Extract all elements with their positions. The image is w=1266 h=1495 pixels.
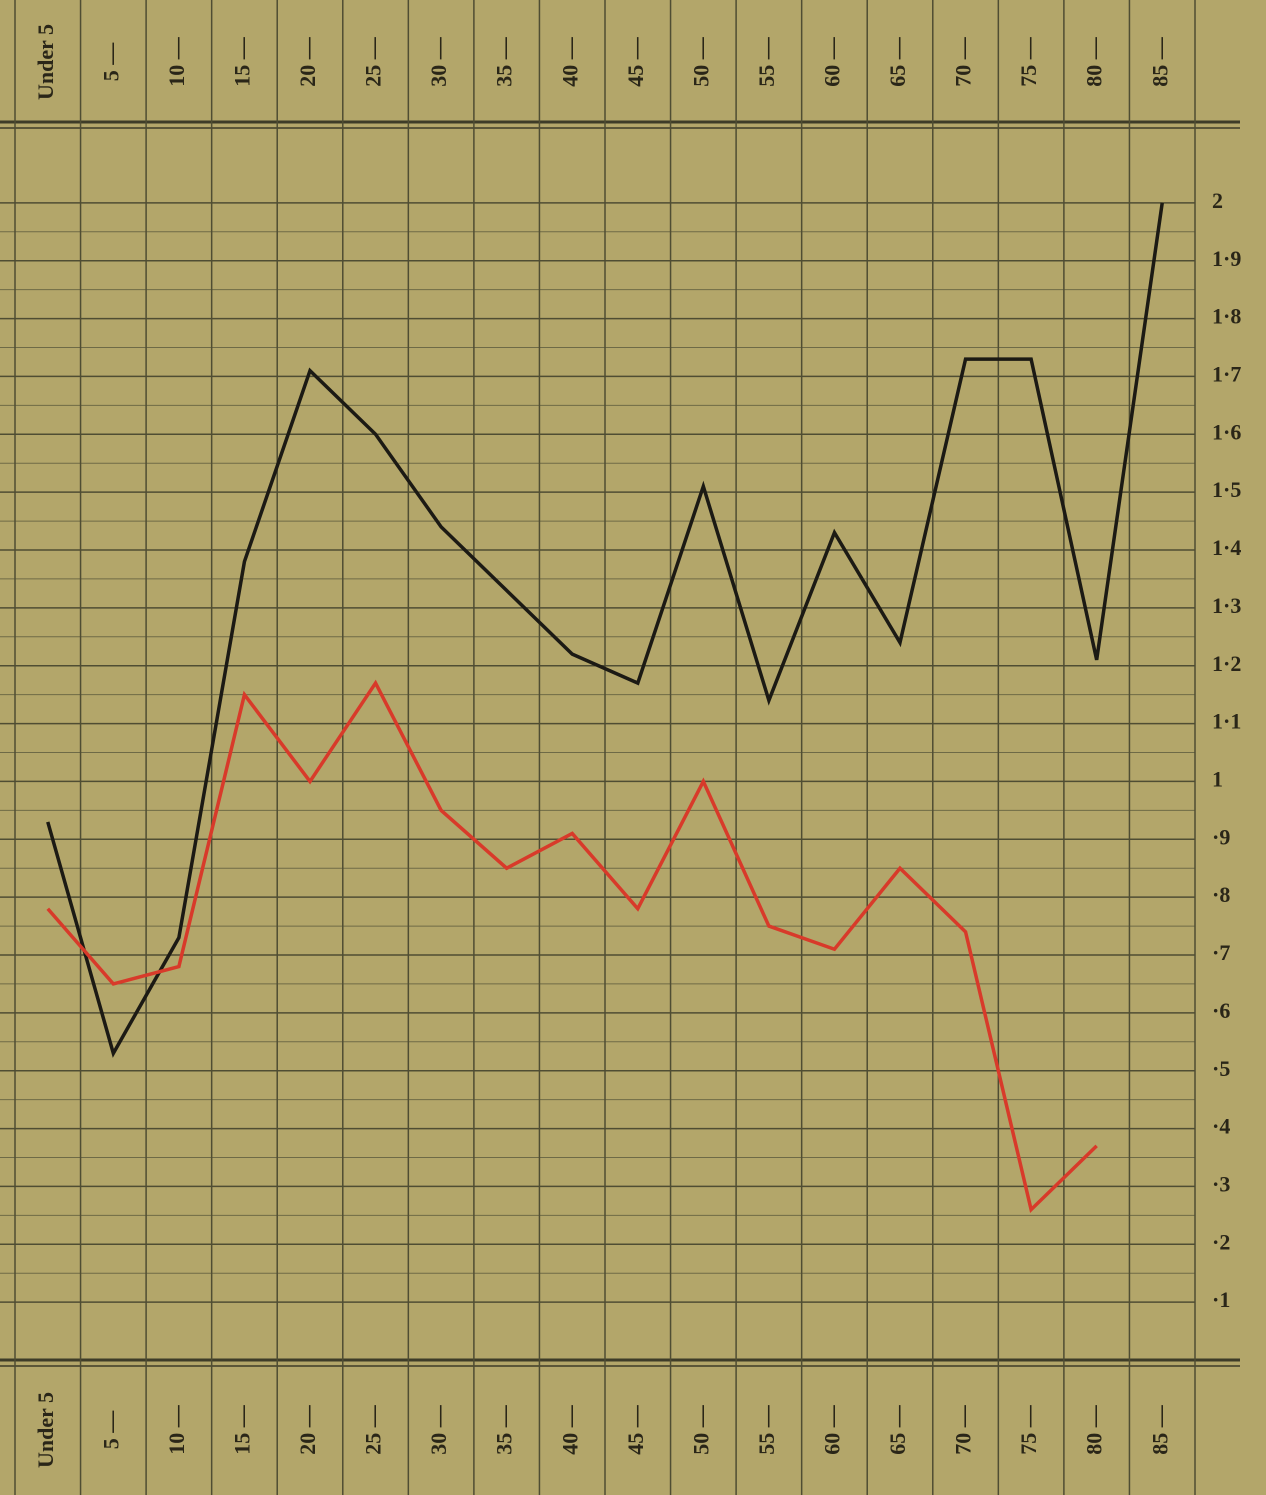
y-tick-label: 1·3 xyxy=(1212,593,1241,618)
x-tick-label: 65 — xyxy=(885,36,910,87)
y-tick-label: 1·6 xyxy=(1212,419,1241,444)
x-tick-label: 55 — xyxy=(754,36,779,87)
x-tick-label: 10 — xyxy=(164,36,189,87)
x-tick-label: 60 — xyxy=(819,36,844,87)
x-tick-label: 45 — xyxy=(623,1404,648,1455)
series-line xyxy=(46,202,1164,1058)
x-tick-label: 30 — xyxy=(426,1404,451,1455)
y-tick-label: 1·5 xyxy=(1212,477,1241,502)
y-tick-label: 1·1 xyxy=(1212,709,1241,734)
x-tick-label: 25 — xyxy=(361,1404,386,1455)
y-tick-label: ·2 xyxy=(1212,1229,1230,1254)
x-tick-label: 10 — xyxy=(164,1404,189,1455)
x-tick-label: 40 — xyxy=(557,36,582,87)
y-tick-label: 1 xyxy=(1212,766,1223,791)
y-tick-label: ·6 xyxy=(1212,998,1230,1023)
x-tick-label: 5 — xyxy=(98,42,123,82)
y-tick-label: 1·7 xyxy=(1212,361,1241,386)
x-tick-label: 45 — xyxy=(623,36,648,87)
x-tick-label: 20 — xyxy=(295,1404,320,1455)
y-tick-label: 1·9 xyxy=(1212,246,1241,271)
y-tick-label: 2 xyxy=(1212,188,1223,213)
y-tick-label: ·5 xyxy=(1212,1056,1230,1081)
y-tick-label: ·1 xyxy=(1212,1287,1230,1312)
series-line xyxy=(46,679,1098,1213)
x-tick-label: 15 — xyxy=(229,1404,254,1455)
x-tick-label: 30 — xyxy=(426,36,451,87)
x-tick-label: 55 — xyxy=(754,1404,779,1455)
y-tick-label: ·7 xyxy=(1212,940,1230,965)
x-tick-label: 85 — xyxy=(1147,36,1172,87)
x-tick-label: 15 — xyxy=(229,36,254,87)
y-tick-label: ·4 xyxy=(1212,1114,1230,1139)
x-tick-label: 85 — xyxy=(1147,1404,1172,1455)
x-tick-label: 80 — xyxy=(1082,36,1107,87)
x-tick-label: 50 — xyxy=(688,36,713,87)
x-tick-label: 70 — xyxy=(951,1404,976,1455)
x-tick-label: 35 — xyxy=(492,1404,517,1455)
x-tick-label: 65 — xyxy=(885,1404,910,1455)
x-tick-label: Under 5 xyxy=(33,24,58,100)
x-tick-label: 60 — xyxy=(819,1404,844,1455)
y-tick-label: ·9 xyxy=(1212,824,1230,849)
y-tick-label: ·8 xyxy=(1212,882,1230,907)
y-tick-label: 1·2 xyxy=(1212,651,1241,676)
x-tick-label: 25 — xyxy=(361,36,386,87)
y-tick-label: 1·4 xyxy=(1212,535,1241,560)
x-tick-label: 70 — xyxy=(951,36,976,87)
x-tick-label: 75 — xyxy=(1016,1404,1041,1455)
y-tick-label: ·3 xyxy=(1212,1171,1230,1196)
x-tick-label: Under 5 xyxy=(33,1392,58,1468)
x-tick-label: 35 — xyxy=(492,36,517,87)
x-tick-label: 80 — xyxy=(1082,1404,1107,1455)
x-tick-label: 5 — xyxy=(98,1410,123,1450)
x-tick-label: 75 — xyxy=(1016,36,1041,87)
y-tick-label: 1·8 xyxy=(1212,304,1241,329)
x-tick-label: 40 — xyxy=(557,1404,582,1455)
x-tick-label: 20 — xyxy=(295,36,320,87)
x-tick-label: 50 — xyxy=(688,1404,713,1455)
